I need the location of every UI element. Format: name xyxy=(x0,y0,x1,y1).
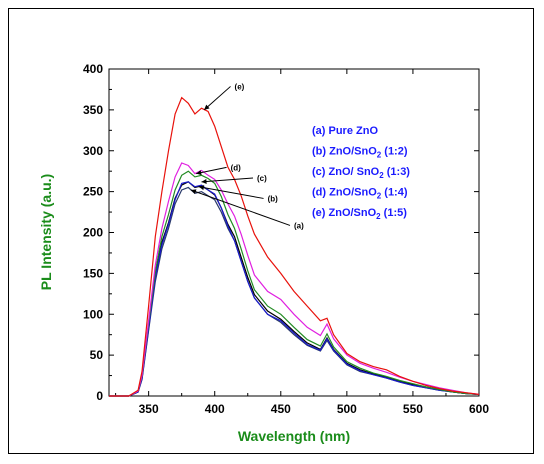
annotation-arrowhead xyxy=(201,178,207,184)
chart-frame: 0 50 100 150 200 250 300 350 400 350 400 450 500 550 6… xyxy=(8,8,534,454)
annotation-arrow xyxy=(196,166,227,175)
x-tick-label: 500 xyxy=(337,402,357,416)
series-line-e2 xyxy=(109,162,480,397)
x-tick-label: 600 xyxy=(469,402,489,416)
series-line-d xyxy=(109,170,480,397)
annotation-arrowhead xyxy=(196,170,202,176)
y-tick-label: 300 xyxy=(83,144,103,158)
axis-ticks: 0 50 100 150 200 250 300 350 400 350 400 450 500 550 6… xyxy=(83,62,489,416)
y-tick-label: 150 xyxy=(83,266,103,280)
legend-item-e: (e) ZnO/SnO2 (1:5) xyxy=(312,207,407,221)
plot-area xyxy=(108,68,480,397)
y-tick-label: 200 xyxy=(83,226,103,240)
annotation-arrowhead xyxy=(198,185,205,191)
annotation-group: (e) (d) (c) (b) (a) xyxy=(190,82,304,230)
annotation-label: (d) xyxy=(231,163,242,172)
pl-spectrum-chart: 0 50 100 150 200 250 300 350 400 350 400 450 500 550 6… xyxy=(38,62,489,444)
y-tick-label: 350 xyxy=(83,103,103,117)
series-line-c xyxy=(109,181,480,397)
x-tick-label: 450 xyxy=(271,402,291,416)
annotation-arrow xyxy=(201,177,254,183)
annotation-label: (c) xyxy=(257,174,267,183)
legend-item-b: (b) ZnO/SnO2 (1:2) xyxy=(312,146,408,160)
x-tick-label: 350 xyxy=(139,402,159,416)
annotation-arrow xyxy=(190,189,291,226)
y-tick-label: 50 xyxy=(90,348,104,362)
y-tick-label: 0 xyxy=(96,389,103,403)
annotation-label: (e) xyxy=(235,82,245,91)
annotation-arrow xyxy=(198,186,264,199)
series-line-b xyxy=(109,181,480,397)
y-tick-label: 250 xyxy=(83,185,103,199)
annotation-arrow xyxy=(203,86,231,111)
x-tick-label: 550 xyxy=(403,402,423,416)
y-axis-title: PL Intensity (a.u.) xyxy=(38,174,54,290)
x-axis-title: Wavelength (nm) xyxy=(238,428,350,444)
annotation-label: (a) xyxy=(294,221,304,230)
y-tick-label: 400 xyxy=(83,62,103,76)
series-line-e xyxy=(109,96,480,397)
x-tick-label: 400 xyxy=(205,402,225,416)
annotation-arrowhead xyxy=(190,189,197,195)
legend-item-a: (a) Pure ZnO xyxy=(312,125,378,137)
annotation-label: (b) xyxy=(268,194,279,203)
legend: (a) Pure ZnO (b) ZnO/SnO2 (1:2) (c) ZnO/ S… xyxy=(312,125,410,221)
legend-item-c: (c) ZnO/ SnO2 (1:3) xyxy=(312,166,410,180)
series-group xyxy=(109,96,480,397)
annotation-arrowhead xyxy=(204,104,210,110)
legend-item-d: (d) ZnO/SnO2 (1:4) xyxy=(312,187,408,201)
y-tick-label: 100 xyxy=(83,307,103,321)
